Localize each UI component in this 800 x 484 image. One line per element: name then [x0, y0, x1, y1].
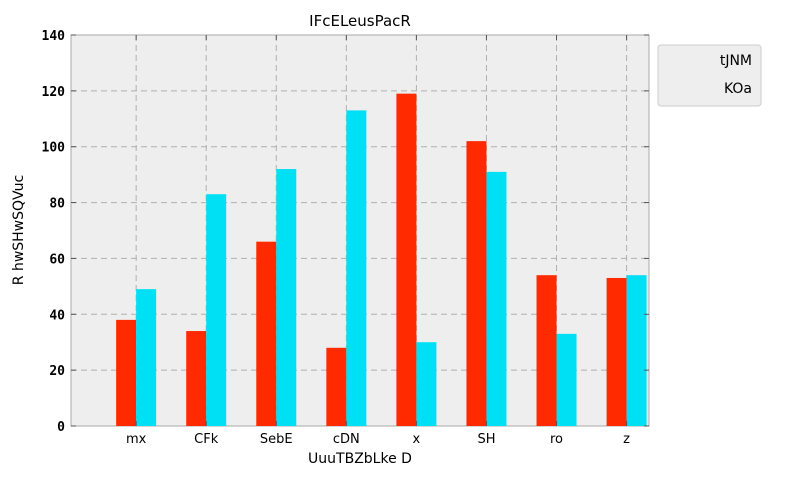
y-tick-label: 60	[49, 252, 65, 267]
bar-tJNM-ro	[536, 275, 557, 426]
x-tick-label: z	[623, 432, 630, 447]
x-tick-label: ro	[550, 432, 563, 447]
legend: tJNM KOa	[657, 44, 762, 107]
y-axis-title: R hwSHwSQVuc	[11, 175, 27, 285]
bar-KOa-cDN	[346, 110, 367, 427]
bar-tJNM-cDN	[326, 347, 347, 426]
bar-tJNM-x	[396, 93, 417, 427]
chart-title: IFcELeusPacR	[309, 12, 411, 30]
y-tick-label: 100	[42, 141, 66, 156]
bar-KOa-mx	[136, 289, 157, 426]
y-tick-label: 40	[49, 308, 65, 323]
y-tick-label: 80	[49, 197, 65, 212]
x-tick-label: x	[413, 432, 421, 447]
legend-box	[657, 44, 762, 107]
bar-tJNM-mx	[116, 319, 137, 426]
bar-tJNM-SebE	[256, 241, 277, 426]
bar-KOa-x	[416, 342, 437, 426]
x-tick-label: cDN	[333, 432, 360, 447]
y-tick-label: 20	[49, 364, 65, 379]
y-tick-label: 0	[57, 420, 65, 435]
bar-tJNM-CFk	[186, 331, 207, 426]
legend-label-tJNM: tJNM	[720, 53, 752, 69]
x-tick-label: CFk	[194, 432, 219, 447]
legend-label-KOa: KOa	[724, 81, 752, 97]
bar-KOa-CFk	[206, 194, 227, 426]
bar-tJNM-SH	[466, 141, 487, 426]
bar-KOa-SH	[486, 171, 507, 426]
bar-KOa-SebE	[276, 169, 297, 427]
bar-KOa-z	[626, 275, 647, 426]
bar-KOa-ro	[556, 333, 577, 426]
x-tick-label: SebE	[260, 432, 293, 447]
y-tick-label: 140	[42, 29, 66, 44]
x-tick-label: SH	[477, 432, 495, 447]
x-tick-label: mx	[126, 432, 147, 447]
x-axis-title: UuuTBZbLke D	[308, 451, 412, 467]
bar-tJNM-z	[606, 277, 627, 426]
axis-ticks: 0 20 40 60 80 100 120 140 mx CFk SebE cDN x SH ro z	[42, 29, 649, 447]
y-tick-label: 120	[42, 85, 66, 100]
bars	[116, 93, 647, 427]
